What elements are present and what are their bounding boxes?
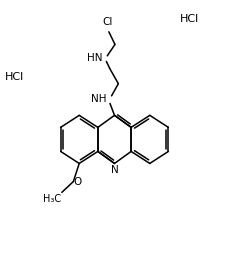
Text: HCl: HCl — [5, 72, 25, 82]
Text: H₃C: H₃C — [43, 194, 61, 204]
Text: NH: NH — [91, 94, 106, 104]
Text: HN: HN — [87, 53, 102, 63]
Text: Cl: Cl — [103, 17, 113, 27]
Text: N: N — [111, 165, 118, 175]
Text: O: O — [74, 177, 82, 187]
Text: HCl: HCl — [180, 14, 199, 24]
